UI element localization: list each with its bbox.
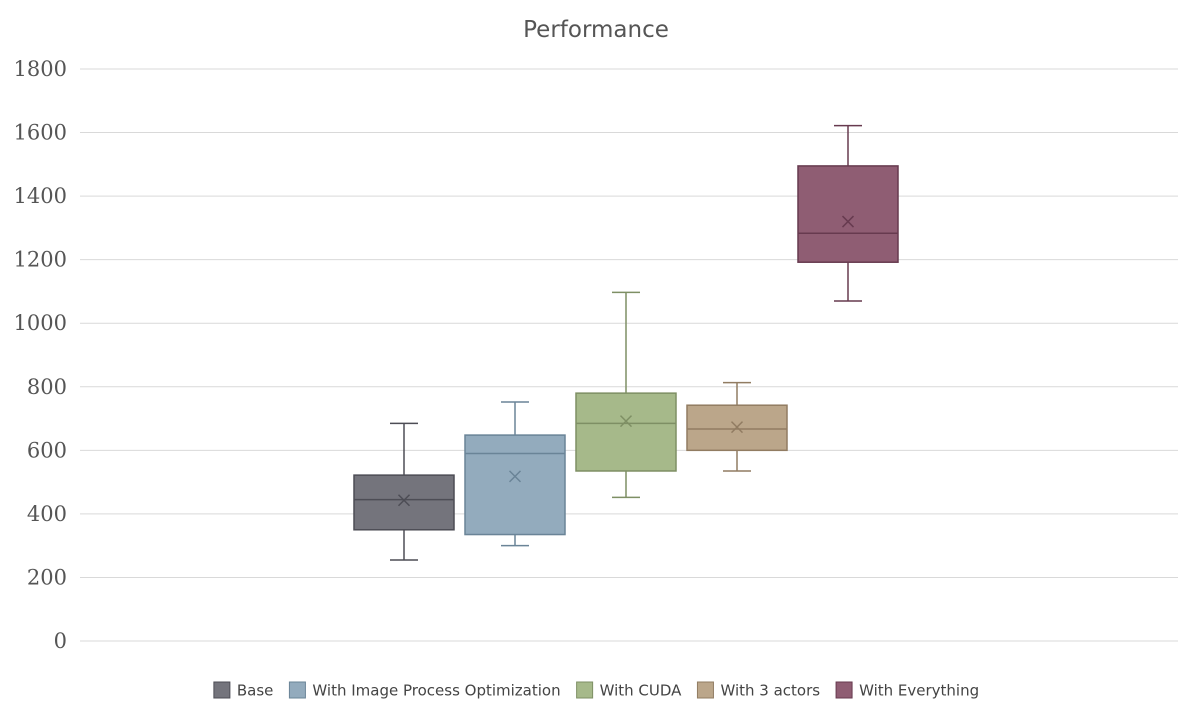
legend-item: With Everything — [835, 681, 979, 700]
legend: Base With Image Process Optimization With … — [213, 681, 979, 700]
box-plot — [464, 401, 566, 547]
legend-swatch — [213, 681, 231, 699]
y-tick-label: 400 — [27, 502, 67, 526]
box — [353, 474, 455, 531]
mean-marker — [508, 470, 522, 483]
mean-marker — [841, 215, 855, 228]
mean-marker — [730, 421, 744, 434]
y-tick-label: 800 — [27, 375, 67, 399]
box — [464, 434, 566, 536]
y-tick-label: 1400 — [14, 184, 67, 208]
legend-label: With CUDA — [600, 682, 683, 700]
y-tick-label: 1000 — [14, 311, 67, 335]
box — [575, 392, 677, 472]
legend-label: With 3 actors — [720, 682, 820, 700]
legend-label: Base — [237, 682, 274, 700]
legend-item: With Image Process Optimization — [288, 681, 561, 700]
legend-item: Base — [213, 681, 274, 700]
legend-item: With CUDA — [576, 681, 683, 700]
y-tick-label: 0 — [54, 629, 67, 653]
y-tick-label: 1200 — [14, 248, 67, 272]
y-tick-label: 1800 — [14, 57, 67, 81]
legend-swatch — [288, 681, 306, 699]
mean-marker — [619, 415, 633, 428]
y-tick-label: 1600 — [14, 121, 67, 145]
legend-label: With Image Process Optimization — [312, 682, 560, 700]
y-tick-label: 600 — [27, 438, 67, 462]
legend-swatch — [835, 681, 853, 699]
box-plot — [353, 422, 455, 561]
legend-swatch — [696, 681, 714, 699]
legend-swatch — [576, 681, 594, 699]
y-tick-label: 200 — [27, 565, 67, 589]
box-plot — [575, 291, 677, 499]
box-plots — [353, 124, 899, 561]
chart-title: Performance — [523, 17, 669, 43]
box-plot — [797, 124, 899, 302]
y-axis-ticks: 0 200 400 600 800 1000 1200 1400 1600 1800 — [14, 57, 67, 653]
legend-item: With 3 actors — [696, 681, 820, 700]
legend-label: With Everything — [859, 682, 979, 700]
gridlines — [80, 68, 1178, 642]
box — [797, 165, 899, 263]
box-plot — [686, 381, 788, 472]
mean-marker — [397, 494, 411, 507]
